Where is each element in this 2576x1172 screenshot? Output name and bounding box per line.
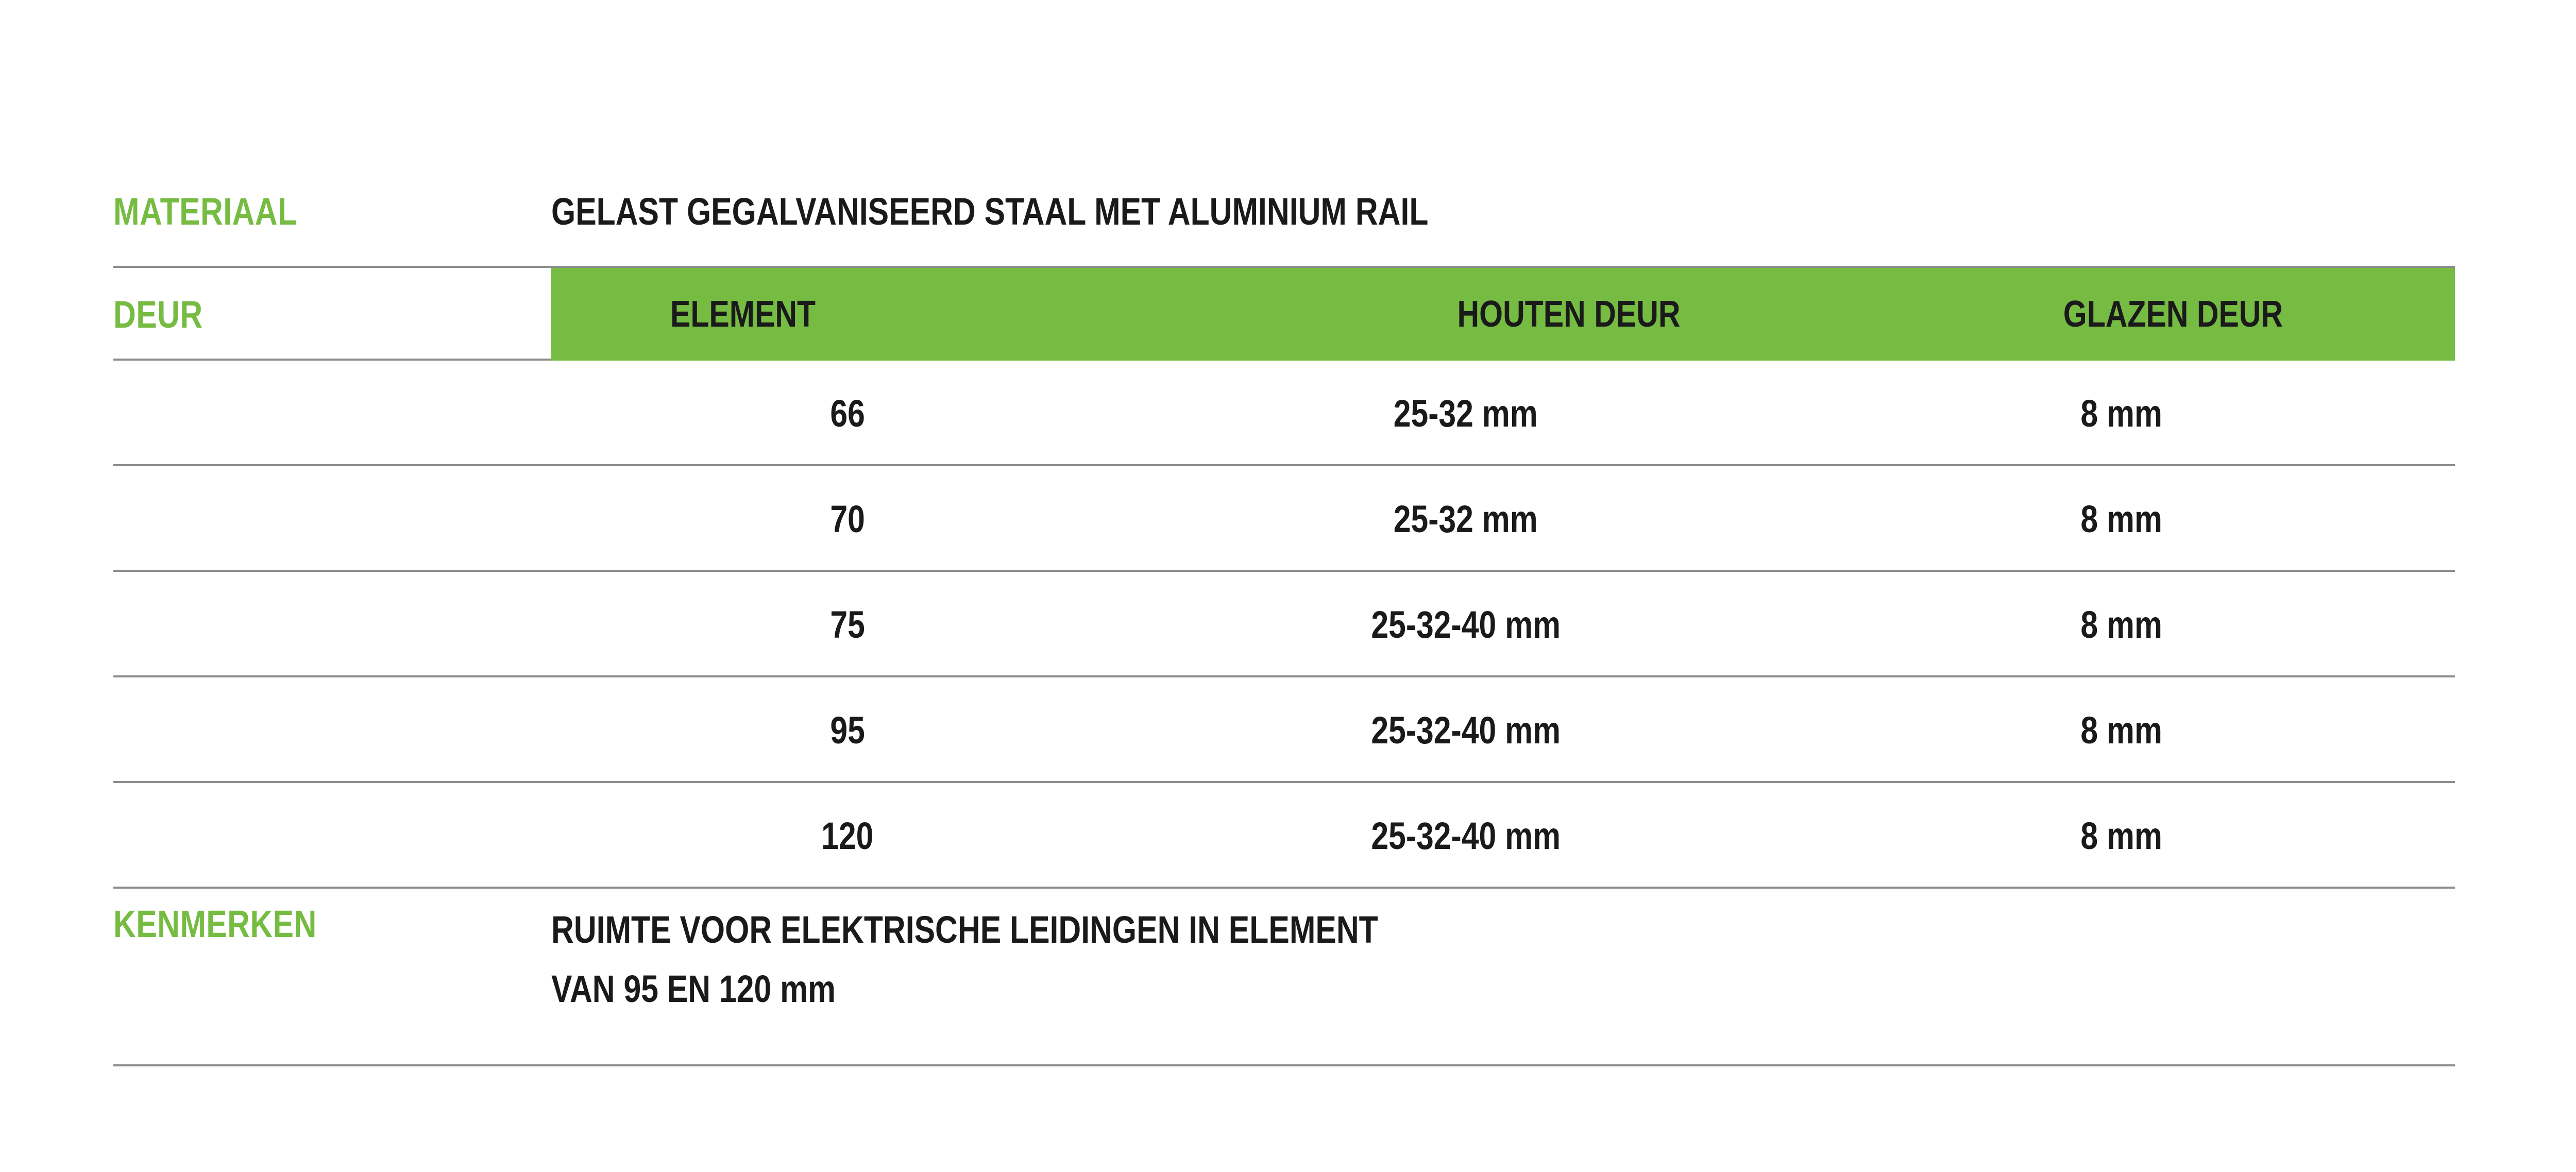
row-divider [113,675,2455,677]
kenmerken-value: RUIMTE VOOR ELEKTRISCHE LEIDINGEN IN ELE… [551,900,1560,1018]
row-divider [113,359,551,361]
table-row: 66 25-32 mm 8 mm [113,361,2455,466]
cell-element: 66 [830,392,865,435]
row-divider [113,887,2455,889]
column-header-houten-deur: HOUTEN DEUR [1457,294,1681,335]
kenmerken-line-2: VAN 95 EN 120 mm [551,967,836,1010]
row-divider [113,1064,2455,1066]
materiaal-value-text: GELAST GEGALVANISEERD STAAL MET ALUMINIU… [551,190,1429,233]
table-row: 95 25-32-40 mm 8 mm [113,677,2455,783]
table-row: 75 25-32-40 mm 8 mm [113,572,2455,677]
table-row: 70 25-32 mm 8 mm [113,466,2455,572]
cell-glazen-deur: 8 mm [2080,603,2162,646]
cell-houten-deur: 25-32 mm [1394,498,1538,540]
row-divider [113,781,2455,783]
table-row-kenmerken: KENMERKEN RUIMTE VOOR ELEKTRISCHE LEIDIN… [113,889,2455,1066]
row-label-kenmerken: KENMERKEN [113,903,317,945]
cell-element: 95 [830,709,865,752]
table-row-materiaal: MATERIAAL GELAST GEGALVANISEERD STAAL ME… [113,155,2455,268]
row-divider [113,464,2455,466]
green-header-band [551,268,2455,361]
header-columns: ELEMENT HOUTEN DEUR GLAZEN DEUR [551,268,2455,361]
row-divider [113,570,2455,572]
column-header-glazen-deur: GLAZEN DEUR [2063,294,2283,335]
cell-houten-deur: 25-32 mm [1394,392,1538,435]
cell-houten-deur: 25-32-40 mm [1371,709,1561,752]
row-value-materiaal: GELAST GEGALVANISEERD STAAL MET ALUMINIU… [551,190,1621,233]
table-row-deur-header: DEUR ELEMENT HOUTEN DEUR GLAZEN DEUR [113,268,2455,361]
table-row: 120 25-32-40 mm 8 mm [113,783,2455,889]
cell-glazen-deur: 8 mm [2080,709,2162,752]
cell-glazen-deur: 8 mm [2080,814,2162,857]
cell-element: 75 [830,603,865,646]
specification-table: MATERIAAL GELAST GEGALVANISEERD STAAL ME… [113,155,2455,1066]
row-divider [113,266,2455,268]
cell-houten-deur: 25-32-40 mm [1371,814,1561,857]
cell-element: 120 [821,814,874,857]
kenmerken-line-1: RUIMTE VOOR ELEKTRISCHE LEIDINGEN IN ELE… [551,908,1378,951]
cell-glazen-deur: 8 mm [2080,498,2162,540]
cell-glazen-deur: 8 mm [2080,392,2162,435]
column-header-element: ELEMENT [670,294,816,335]
row-label-deur: DEUR [113,293,203,336]
row-label-materiaal: MATERIAAL [113,190,297,233]
cell-element: 70 [830,498,865,540]
cell-houten-deur: 25-32-40 mm [1371,603,1561,646]
